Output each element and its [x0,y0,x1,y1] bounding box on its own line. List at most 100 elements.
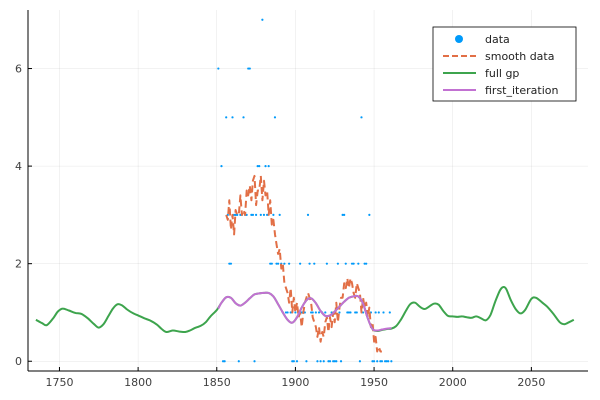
data-point [277,262,280,265]
data-point [374,311,377,314]
legend-label: smooth data [485,50,554,63]
data-point [347,311,350,314]
data-point [377,311,380,314]
data-point [319,360,322,363]
data-point [308,262,311,265]
data-point [333,360,336,363]
data-point [299,262,302,265]
data-point [288,262,291,265]
y-tick-label: 4 [15,160,22,173]
data-point [273,116,277,119]
data-point [383,360,387,363]
data-point [325,262,328,265]
x-tick-label: 1950 [360,376,388,389]
data-point [294,311,297,314]
data-point [368,213,371,216]
data-point [376,360,379,363]
data-point [361,311,365,314]
data-point [247,67,250,70]
first-iteration-line [217,291,392,332]
x-tick-label: 1900 [281,376,309,389]
data-point [355,311,358,314]
data-point [292,360,295,363]
data-point [262,213,266,216]
data-point [316,360,319,363]
data-point [284,311,288,314]
data-point [363,262,366,265]
data-point [283,262,286,265]
data-point [221,360,225,363]
data-point [291,360,294,363]
data-point [339,360,343,363]
data-point [251,213,255,216]
data-point [217,67,220,70]
data-point [352,262,355,265]
y-tick-label: 6 [15,63,22,76]
x-tick-label: 2000 [439,376,467,389]
data-point [380,360,384,363]
tick-labels: 1750 1800 1850 1900 1950 2000 2050 0 2 4 6 [15,63,545,389]
data-point [223,360,226,363]
data-point [322,360,325,363]
smooth-data-line [225,174,382,353]
data-point [242,116,245,119]
data-point [336,262,339,265]
data-point [324,311,327,314]
data-point [358,360,362,363]
data-point [349,311,352,314]
data-point [354,311,357,314]
data-point [371,360,374,363]
data-point [266,213,269,216]
data-point [350,262,354,265]
data-point [258,165,261,168]
data-point [248,67,251,70]
series-layer [35,18,575,363]
data-point [372,360,376,363]
data-point [229,262,233,265]
legend-label: first_iteration [485,84,558,97]
data-point [332,360,335,363]
data-point [341,213,344,216]
data-point [259,213,262,216]
data-point [269,262,272,265]
data-point [385,360,388,363]
data-point [311,311,314,314]
data-point [289,311,292,314]
data-point [225,116,228,119]
data-point [388,311,391,314]
data-point [253,360,256,363]
data-point [286,311,289,314]
data-point [270,262,273,265]
legend-marker-data [455,35,463,43]
data-point [328,360,332,363]
data-point [275,262,278,265]
data-point [306,213,310,216]
data-point [338,311,341,314]
data-point [254,213,258,216]
data-point [236,213,239,216]
y-tick-label: 2 [15,258,22,271]
x-tick-label: 1800 [124,376,152,389]
data-point [231,116,234,119]
legend-label: full gp [485,67,519,80]
legend-label: data [485,33,510,46]
data-point [343,213,346,216]
legend: data smooth data full gp first_iteration [432,26,577,102]
data-point [305,360,308,363]
data-point [346,311,349,314]
data-point [335,360,338,363]
axes [27,10,588,372]
y-tick-label: 0 [15,355,22,368]
data-point [344,262,347,265]
data-point [357,262,360,265]
x-tick-label: 1850 [203,376,231,389]
x-tick-label: 2050 [517,376,545,389]
data-point [365,262,368,265]
data-point [382,311,385,314]
data-point [387,360,390,363]
data-point [313,262,316,265]
data-point [390,360,393,363]
data-point [310,311,313,314]
data-point [295,360,299,363]
